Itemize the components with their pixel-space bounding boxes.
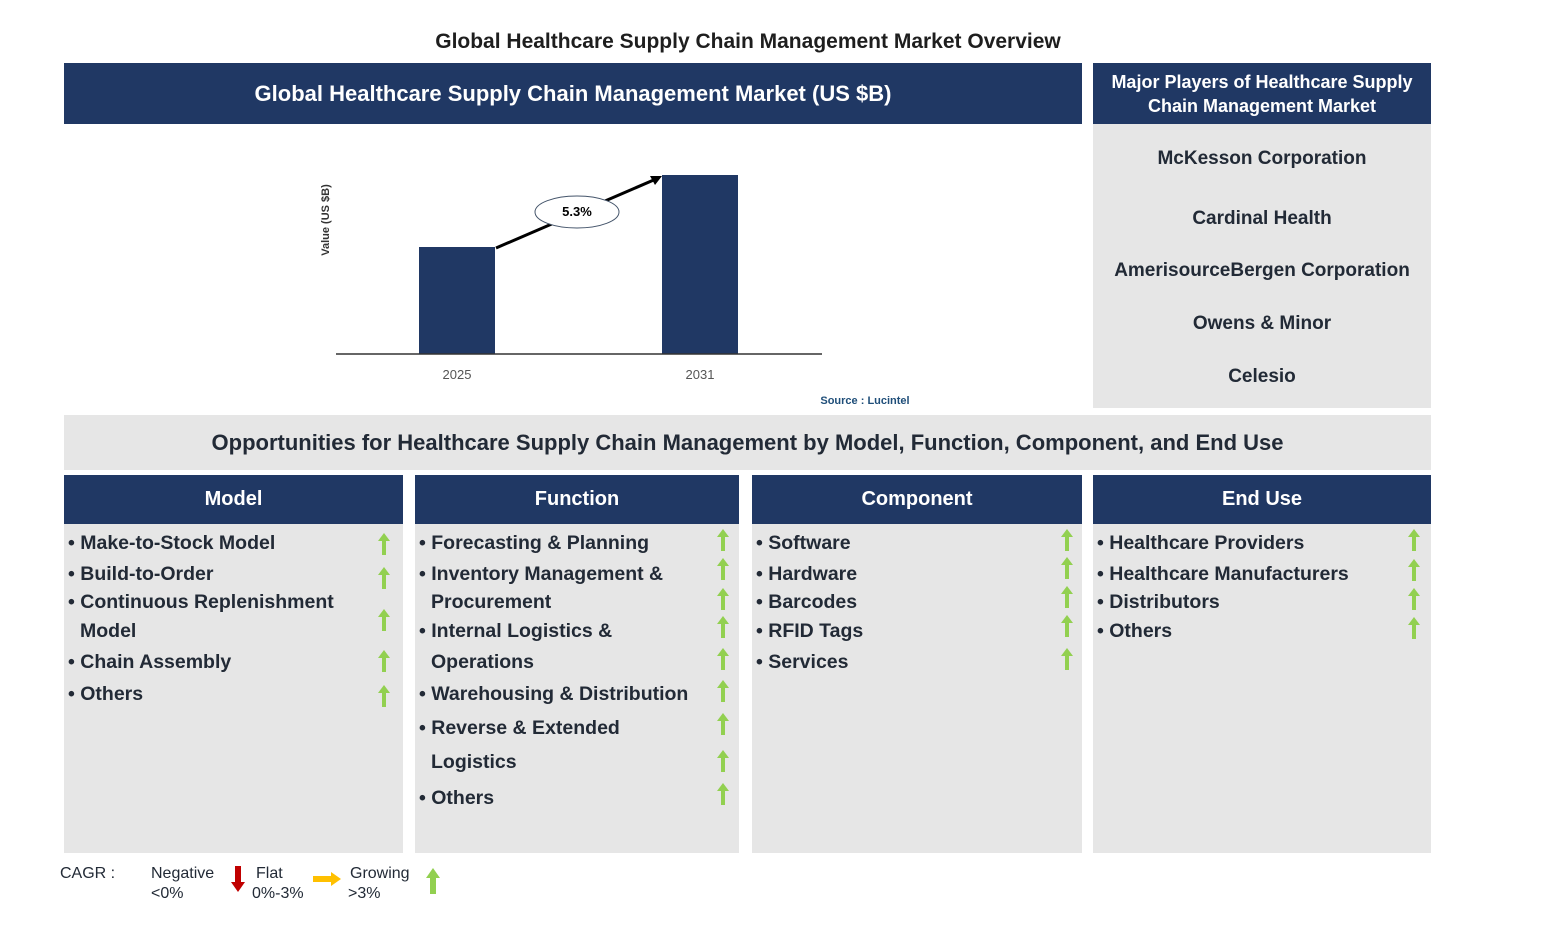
list-item: Operations: [431, 651, 534, 673]
end-use-list: • Healthcare Providers • Healthcare Manu…: [1093, 524, 1431, 853]
growing-arrow-icon: [1408, 617, 1420, 639]
legend-negative-name: Negative: [151, 865, 215, 882]
x-tick-2031: 2031: [686, 367, 715, 382]
function-list: • Forecasting & Planning • Inventory Man…: [415, 524, 739, 853]
legend-flat-range: 0%-3%: [252, 885, 304, 902]
page-title: Global Healthcare Supply Chain Managemen…: [435, 30, 1061, 53]
growing-arrow-icon: [378, 609, 390, 631]
list-item: • Others: [419, 787, 495, 809]
cagr-ellipse: [534, 195, 620, 229]
growing-arrow-icon: [378, 650, 390, 672]
model-header: Model: [64, 475, 403, 524]
growing-arrow-icon: [426, 868, 440, 894]
growing-arrow-icon: [717, 558, 729, 580]
x-tick-2025: 2025: [443, 367, 472, 382]
legend-negative-range: <0%: [151, 885, 184, 902]
growing-arrow-icon: [717, 680, 729, 702]
growing-arrow-icon: [717, 783, 729, 805]
growing-arrow-icon: [378, 567, 390, 589]
growing-arrow-icon: [717, 750, 729, 772]
list-item: • Forecasting & Planning: [419, 532, 650, 554]
bar-chart: Value (US $B) 5.3% 2025 2031 Source : Lu…: [320, 175, 910, 407]
growing-arrow-icon: [378, 533, 390, 555]
player-item: AmerisourceBergen Corporation: [1114, 260, 1410, 281]
growing-arrow-icon: [1408, 559, 1420, 581]
function-header: Function: [415, 475, 739, 524]
cagr-label: 5.3%: [562, 204, 592, 219]
list-item: Logistics: [431, 751, 517, 773]
list-item: • Hardware: [756, 563, 858, 585]
growing-arrow-icon: [1061, 529, 1073, 551]
list-item: • Others: [68, 683, 144, 705]
list-item: • Reverse & Extended: [419, 717, 620, 739]
component-list: • Software • Hardware • Barcodes • RFID …: [752, 524, 1082, 853]
legend-flat-name: Flat: [256, 865, 283, 882]
list-item: • Software: [756, 532, 851, 554]
list-item: • Internal Logistics &: [419, 620, 613, 642]
end-use-header: End Use: [1093, 475, 1431, 524]
growing-arrow-icon: [717, 713, 729, 735]
list-item: • Healthcare Manufacturers: [1097, 563, 1349, 585]
list-item: • Inventory Management &: [419, 563, 664, 585]
growing-arrow-icon: [1408, 588, 1420, 610]
player-item: Owens & Minor: [1192, 313, 1332, 334]
growing-arrow-icon: [717, 588, 729, 610]
growing-arrow-icon: [717, 616, 729, 638]
player-item: Celesio: [1228, 366, 1296, 387]
growing-arrow-icon: [717, 648, 729, 670]
opportunities-banner: Opportunities for Healthcare Supply Chai…: [64, 415, 1431, 470]
growing-arrow-icon: [1061, 557, 1073, 579]
flat-arrow-icon: [313, 872, 341, 886]
player-item: McKesson Corporation: [1157, 148, 1367, 169]
list-item: • Barcodes: [756, 591, 858, 613]
legend-label: CAGR :: [60, 865, 116, 882]
chart-header: Global Healthcare Supply Chain Managemen…: [64, 63, 1082, 124]
list-item: • Build-to-Order: [68, 563, 214, 585]
growing-arrow-icon: [378, 685, 390, 707]
list-item: • Services: [756, 651, 849, 673]
bar-2025: [419, 247, 495, 354]
list-item: • Make-to-Stock Model: [68, 532, 276, 554]
growing-arrow-icon: [717, 529, 729, 551]
growing-arrow-icon: [1061, 615, 1073, 637]
list-item: • Healthcare Providers: [1097, 532, 1305, 554]
component-header: Component: [752, 475, 1082, 524]
source-label: Source : Lucintel: [820, 395, 909, 407]
list-item: • Others: [1097, 620, 1173, 642]
players-list: McKesson Corporation Cardinal Health Ame…: [1093, 124, 1431, 408]
growing-arrow-icon: [1061, 648, 1073, 670]
growing-arrow-icon: [1408, 529, 1420, 551]
y-axis-label: Value (US $B): [320, 184, 332, 256]
list-item: • Distributors: [1097, 591, 1220, 613]
player-item: Cardinal Health: [1192, 208, 1332, 229]
list-item: • Continuous Replenishment: [68, 591, 334, 613]
list-item: Model: [80, 620, 137, 642]
list-item: • Chain Assembly: [68, 651, 232, 673]
list-item: • RFID Tags: [756, 620, 864, 642]
model-list: • Make-to-Stock Model • Build-to-Order •…: [64, 524, 403, 853]
list-item: Procurement: [431, 591, 552, 613]
arrow-head-icon: [650, 176, 662, 185]
growing-arrow-icon: [1061, 586, 1073, 608]
list-item: • Warehousing & Distribution: [419, 683, 689, 705]
players-header: Major Players of Healthcare Supply Chain…: [1093, 63, 1431, 124]
legend-growing-range: >3%: [348, 885, 381, 902]
negative-arrow-icon: [231, 866, 245, 892]
legend-growing-name: Growing: [350, 865, 410, 882]
bar-2031: [662, 175, 738, 354]
